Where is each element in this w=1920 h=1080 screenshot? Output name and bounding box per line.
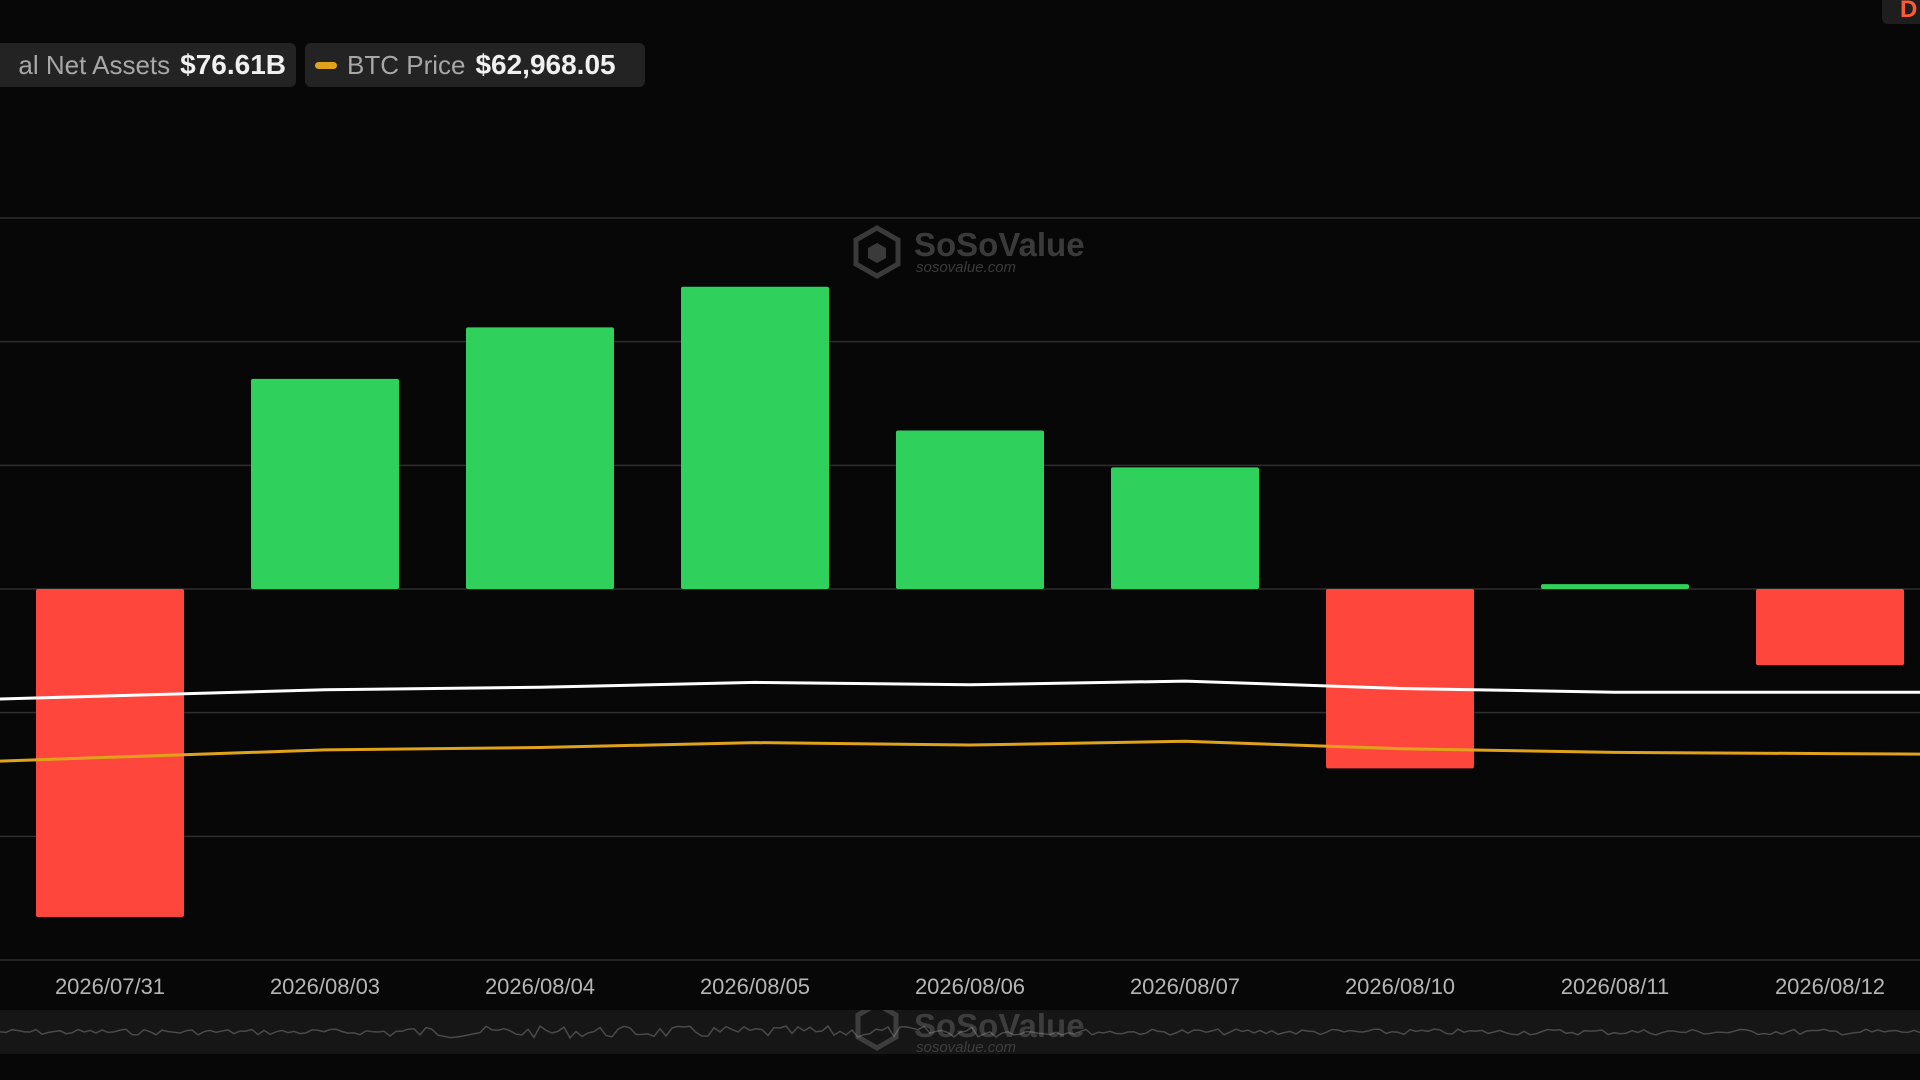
- x-tick-label: 2026/07/31: [55, 974, 165, 999]
- series-lines: [0, 679, 1920, 763]
- btc-line-swatch-icon: [315, 61, 337, 69]
- watermark: SoSoValue sosovalue.com: [853, 225, 1085, 279]
- x-tick-label: 2026/08/05: [700, 974, 810, 999]
- bar-2026-07-31[interactable]: [36, 589, 184, 918]
- navigator-watermark-url: sosovalue.com: [916, 1039, 1016, 1054]
- legend-item-btc-price[interactable]: BTC Price $62,968.05: [305, 43, 645, 87]
- bar-2026-08-03[interactable]: [251, 378, 399, 589]
- bar-2026-08-05[interactable]: [681, 286, 829, 589]
- sosovalue-logo-icon: [853, 225, 901, 279]
- bar-2026-08-11[interactable]: [1541, 584, 1689, 589]
- navigator-watermark: SoSoValue sosovalue.com: [855, 1001, 1085, 1056]
- bar-2026-08-10[interactable]: [1326, 589, 1474, 769]
- x-tick-label: 2026/08/06: [915, 974, 1025, 999]
- x-axis-labels: 2026/07/31 2026/08/03 2026/08/04 2026/08/05…: [55, 974, 1885, 999]
- sosovalue-logo-icon: [855, 1001, 899, 1051]
- net-assets-line: [0, 679, 1920, 701]
- legend-net-assets-value: $76.61B: [180, 49, 286, 80]
- bar-2026-08-06[interactable]: [896, 430, 1044, 589]
- x-tick-label: 2026/08/04: [485, 974, 595, 999]
- bar-2026-08-12[interactable]: [1756, 589, 1904, 666]
- navigator-sparkline: SoSoValue sosovalue.com: [0, 1001, 1920, 1056]
- range-navigator[interactable]: SoSoValue sosovalue.com: [0, 1001, 1920, 1056]
- legend-item-net-assets[interactable]: al Net Assets $76.61B: [0, 43, 296, 87]
- x-tick-label: 2026/08/12: [1775, 974, 1885, 999]
- corner-tab-button[interactable]: D: [1882, 0, 1920, 24]
- bar-2026-08-04[interactable]: [466, 327, 614, 589]
- legend-btc-price-value: $62,968.05: [475, 49, 616, 80]
- watermark-brand: SoSoValue: [914, 226, 1085, 263]
- x-tick-label: 2026/08/03: [270, 974, 380, 999]
- corner-tab-label: D: [1900, 0, 1918, 23]
- btc-price-line: [0, 739, 1920, 763]
- bar-2026-08-07[interactable]: [1111, 467, 1259, 589]
- x-tick-label: 2026/08/10: [1345, 974, 1455, 999]
- navigator-watermark-brand: SoSoValue: [914, 1010, 1085, 1044]
- legend-btc-price-label: BTC Price: [347, 49, 466, 80]
- legend-net-assets-label: al Net Assets: [18, 49, 171, 80]
- x-tick-label: 2026/08/07: [1130, 974, 1240, 999]
- watermark-url: sosovalue.com: [916, 259, 1016, 276]
- bars: [36, 286, 1904, 918]
- navigator-series-line: [0, 1024, 1920, 1040]
- x-tick-label: 2026/08/11: [1561, 974, 1669, 999]
